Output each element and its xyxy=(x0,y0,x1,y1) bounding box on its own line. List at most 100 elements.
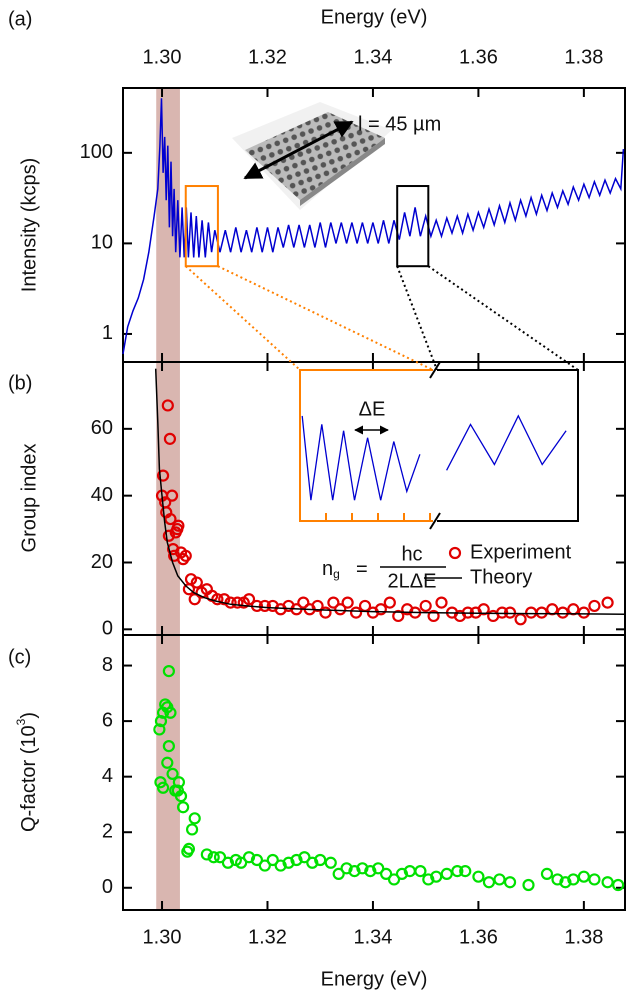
data-point xyxy=(297,596,310,609)
data-point xyxy=(174,790,188,803)
y-tick-label: 2 xyxy=(102,821,113,843)
data-point xyxy=(482,876,496,889)
x-tick-label: 1.38 xyxy=(564,926,603,948)
svg-text:ng: ng xyxy=(322,558,340,581)
zoom-connector xyxy=(217,265,434,371)
data-point xyxy=(282,856,295,869)
data-point xyxy=(250,853,264,867)
zoom-connector xyxy=(427,265,579,371)
x-tick-label: 1.30 xyxy=(143,926,182,948)
data-point xyxy=(163,432,177,445)
data-point xyxy=(503,606,517,619)
data-point xyxy=(414,865,427,878)
data-point xyxy=(459,865,472,878)
data-point xyxy=(340,862,353,875)
y-tick-label: 100 xyxy=(80,141,113,163)
data-point xyxy=(601,876,614,889)
y-axis-title: Q-factor (103) xyxy=(14,712,40,832)
data-point xyxy=(422,873,435,886)
data-point xyxy=(211,593,224,606)
data-point xyxy=(188,593,201,606)
y-axis-title: Group index xyxy=(18,444,40,553)
data-point xyxy=(242,851,256,864)
data-point xyxy=(185,823,199,836)
plot-frame xyxy=(122,634,626,911)
x-axis-title: Energy (eV) xyxy=(321,968,428,990)
data-point xyxy=(372,862,385,875)
data-point xyxy=(395,867,409,880)
inset-spectrum xyxy=(301,415,421,501)
data-point xyxy=(162,665,175,678)
panel-label: (c) xyxy=(8,646,31,668)
data-point xyxy=(588,873,601,886)
x-tick-label: 1.34 xyxy=(353,46,392,68)
data-point xyxy=(213,851,227,864)
y-tick-label: 1 xyxy=(102,322,113,344)
x-tick-label: 1.36 xyxy=(459,46,498,68)
data-point xyxy=(356,862,369,875)
data-point xyxy=(182,842,196,855)
y-tick-label: 60 xyxy=(91,417,113,439)
data-point xyxy=(159,698,172,711)
size-annotation: l = 45 µm xyxy=(358,113,441,135)
zoom-box xyxy=(184,185,219,268)
data-point xyxy=(156,781,170,794)
panel-label: (b) xyxy=(8,372,32,394)
data-point xyxy=(165,489,179,502)
data-point xyxy=(551,873,564,886)
data-point xyxy=(161,399,174,412)
data-point xyxy=(427,609,440,623)
data-point xyxy=(348,865,361,878)
data-point xyxy=(200,848,213,861)
data-point xyxy=(374,603,387,616)
x-tick-label: 1.32 xyxy=(248,46,287,68)
data-point xyxy=(392,609,405,623)
zoom-connector xyxy=(185,265,301,371)
x-axis-title: Energy (eV) xyxy=(321,6,428,28)
zoom-connector xyxy=(396,265,438,371)
y-tick-label: 4 xyxy=(102,765,113,787)
data-point xyxy=(559,876,572,889)
y-tick-label: 40 xyxy=(91,484,113,506)
x-tick-label: 1.38 xyxy=(564,46,603,68)
data-point xyxy=(334,603,347,616)
data-point xyxy=(218,593,231,606)
data-point xyxy=(207,851,220,864)
data-point xyxy=(153,723,166,736)
data-point xyxy=(525,606,538,619)
data-point xyxy=(319,606,332,619)
data-point xyxy=(567,873,580,886)
data-point xyxy=(332,867,345,880)
x-tick-label: 1.36 xyxy=(459,926,498,948)
data-point xyxy=(161,756,174,769)
data-point xyxy=(266,853,279,867)
y-axis-title-end: ) xyxy=(18,712,40,719)
y-tick-label: 20 xyxy=(91,551,113,573)
data-point xyxy=(477,603,490,616)
data-point xyxy=(387,873,401,886)
data-point xyxy=(188,812,201,825)
data-point xyxy=(242,593,256,606)
data-point xyxy=(577,870,590,883)
photo xyxy=(232,102,392,210)
data-point xyxy=(162,529,175,542)
y-axis-title-text: Q-factor (10 xyxy=(18,725,40,832)
data-point xyxy=(179,549,192,562)
data-point xyxy=(546,603,559,616)
x-tick-label: 1.32 xyxy=(248,926,287,948)
y-axis-title-sup: 3 xyxy=(14,718,28,725)
panel-label: (a) xyxy=(8,8,32,30)
formula-lhs: n xyxy=(322,558,333,580)
y-tick-label: 6 xyxy=(102,709,113,731)
data-point xyxy=(221,856,235,869)
data-point xyxy=(177,801,190,814)
data-point xyxy=(298,851,311,864)
data-point xyxy=(324,856,337,869)
legend-label: Experiment xyxy=(470,541,572,563)
data-point xyxy=(493,873,506,886)
data-point xyxy=(503,876,517,889)
data-point xyxy=(156,469,170,482)
y-axis-title: Intensity (kcps) xyxy=(18,158,40,292)
x-tick-label: 1.34 xyxy=(353,926,392,948)
